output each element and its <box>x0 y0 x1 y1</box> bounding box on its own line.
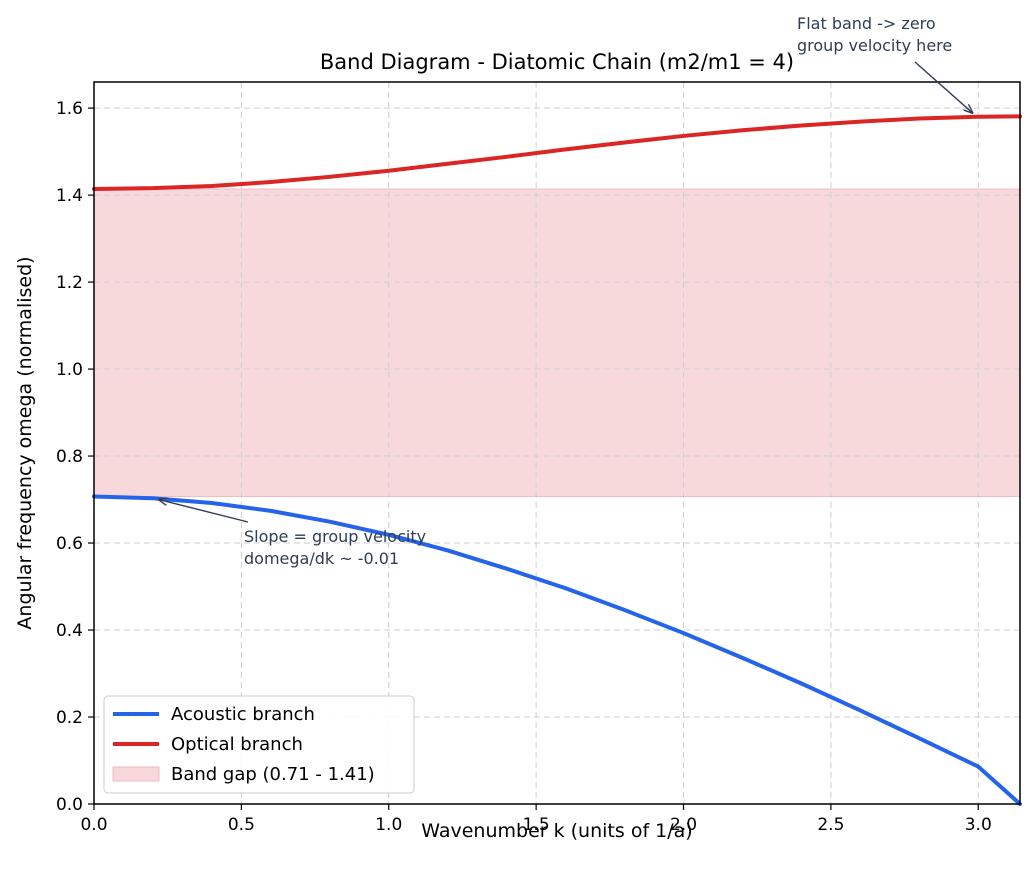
x-tick-label: 0.5 <box>228 815 255 835</box>
x-axis-label: Wavenumber k (units of 1/a) <box>421 820 692 842</box>
band-gap-region <box>93 188 1021 497</box>
y-tick-label: 0.0 <box>56 795 83 815</box>
annotation-text: domega/dk ~ -0.01 <box>244 549 399 568</box>
series-line-optical <box>92 114 1022 191</box>
y-tick-label: 1.6 <box>56 99 83 119</box>
annotation-arrow <box>159 500 249 523</box>
legend-label: Band gap (0.71 - 1.41) <box>171 764 375 785</box>
annotation-arrow <box>914 61 972 113</box>
x-tick-label: 2.0 <box>670 815 697 835</box>
y-tick-label: 0.4 <box>56 621 83 641</box>
y-tick-label: 1.2 <box>56 273 83 293</box>
x-tick-label: 1.5 <box>523 815 550 835</box>
y-axis-label: Angular frequency omega (normalised) <box>14 256 36 629</box>
x-tick-label: 3.0 <box>965 815 992 835</box>
y-tick-label: 1.0 <box>56 360 83 380</box>
legend-swatch-band-gap <box>112 766 160 782</box>
y-tick-label: 0.8 <box>56 447 83 467</box>
plot-frame <box>93 81 1021 805</box>
annotation-text: Slope = group velocity <box>244 527 426 546</box>
legend-label: Optical branch <box>171 734 303 755</box>
x-tick-label: 0.0 <box>80 815 107 835</box>
annotation-text: group velocity here <box>797 36 952 55</box>
y-tick-label: 0.6 <box>56 534 83 554</box>
y-tick-label: 0.2 <box>56 708 83 728</box>
chart-title: Band Diagram - Diatomic Chain (m2/m1 = 4… <box>320 50 794 74</box>
legend-box <box>103 695 415 794</box>
legend-label: Acoustic branch <box>171 704 315 725</box>
y-tick-label: 1.4 <box>56 186 83 206</box>
plot-area: 0.0 0.5 1.0 1.5 2.0 2.5 3.0 0.0 0.2 0.4 0.6 0.8 1.0 1… <box>56 14 1022 835</box>
x-tick-label: 1.0 <box>375 815 402 835</box>
series-line-acoustic <box>92 494 1022 806</box>
annotation-text: Flat band -> zero <box>797 14 936 33</box>
x-tick-label: 2.5 <box>817 815 844 835</box>
